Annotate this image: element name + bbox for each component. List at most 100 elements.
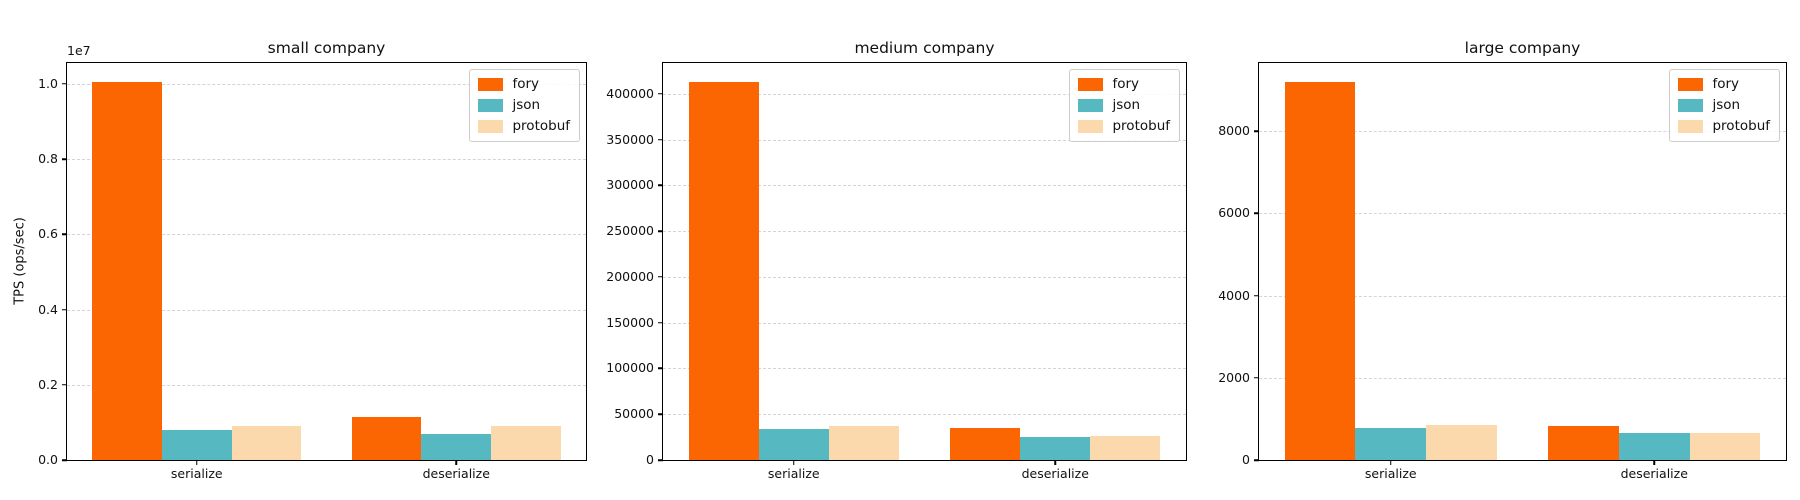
legend-entry: json xyxy=(478,97,570,113)
chart-medium-company: medium company 0 50000 100000 150000 200000 2… xyxy=(600,0,1200,500)
y-tick-mark xyxy=(658,459,663,461)
legend-label: json xyxy=(1712,96,1741,113)
chart-title: large company xyxy=(1464,39,1581,57)
bar-fory-serialize xyxy=(1284,81,1356,460)
bar-fory-deserialize xyxy=(950,427,1021,460)
bar-fory-deserialize xyxy=(1548,426,1619,460)
y-tick-mark xyxy=(1254,212,1259,215)
bar-protobuf-deserialize xyxy=(1689,433,1761,460)
gridline xyxy=(67,234,586,236)
gridline xyxy=(663,231,1186,233)
bar-json-deserialize xyxy=(1020,437,1091,460)
legend-swatch-protobuf xyxy=(1078,119,1104,133)
x-tick-mark xyxy=(1390,460,1392,465)
y-tick-mark xyxy=(658,138,663,141)
bar-protobuf-serialize xyxy=(1426,424,1497,460)
chart-title: small company xyxy=(267,39,386,57)
y-axis-offset-text: 1e7 xyxy=(67,43,91,58)
bar-protobuf-serialize xyxy=(231,425,302,460)
y-tick-label: 6000 xyxy=(1218,205,1250,221)
legend-entry: fory xyxy=(1078,77,1170,92)
legend: fory json protobuf xyxy=(1669,69,1780,142)
bar-json-serialize xyxy=(1355,427,1427,460)
x-tick-mark xyxy=(196,460,198,465)
legend-label: fory xyxy=(512,76,540,92)
legend-swatch-fory xyxy=(478,77,504,91)
y-tick-label: 50000 xyxy=(614,405,654,421)
gridline xyxy=(663,276,1186,278)
legend-label: protobuf xyxy=(1112,117,1170,134)
y-tick-mark xyxy=(62,233,67,236)
legend-swatch-json xyxy=(1678,98,1704,112)
legend-swatch-fory xyxy=(1678,77,1704,91)
legend-label: fory xyxy=(1112,76,1140,92)
y-tick-label: 200000 xyxy=(606,268,654,284)
y-tick-mark xyxy=(658,184,663,187)
y-tick-mark xyxy=(1254,294,1259,297)
y-tick-label: 0.6 xyxy=(38,226,58,242)
legend: fory json protobuf xyxy=(469,69,580,142)
x-tick-label: serialize xyxy=(767,466,820,481)
x-tick-mark xyxy=(1653,460,1655,465)
bar-protobuf-serialize xyxy=(828,426,899,460)
gridline xyxy=(663,93,1186,95)
y-tick-label: 0.4 xyxy=(38,301,58,317)
y-tick-mark xyxy=(658,367,663,370)
legend-swatch-json xyxy=(478,98,504,112)
gridline xyxy=(1259,377,1786,379)
y-tick-mark xyxy=(658,93,663,95)
y-tick-label: 0.2 xyxy=(38,376,58,392)
gridline xyxy=(663,185,1186,187)
y-tick-mark xyxy=(658,276,663,278)
bar-json-serialize xyxy=(161,430,232,460)
gridline xyxy=(663,368,1186,370)
legend-swatch-json xyxy=(1078,98,1104,112)
legend-entry: protobuf xyxy=(1678,117,1770,134)
gridline xyxy=(1259,131,1786,133)
y-tick-label: 300000 xyxy=(606,177,654,193)
gridline xyxy=(67,83,586,85)
legend-entry: json xyxy=(1678,96,1770,113)
y-tick-label: 100000 xyxy=(606,360,654,376)
y-tick-label: 400000 xyxy=(606,85,654,101)
y-tick-label: 0.8 xyxy=(38,150,58,166)
bar-fory-serialize xyxy=(92,81,162,460)
legend-label: fory xyxy=(1712,76,1740,92)
y-tick-label: 250000 xyxy=(606,222,654,238)
bar-protobuf-deserialize xyxy=(1090,436,1161,460)
y-tick-label: 0 xyxy=(1242,451,1250,467)
bar-protobuf-deserialize xyxy=(491,426,561,460)
legend-label: protobuf xyxy=(512,117,570,134)
y-tick-mark xyxy=(1254,459,1259,461)
legend-entry: protobuf xyxy=(1078,117,1170,134)
x-tick-label: deserialize xyxy=(1620,466,1688,481)
y-axis-label: TPS (ops/sec) xyxy=(12,217,28,305)
legend-entry: fory xyxy=(1678,77,1770,92)
gridline xyxy=(67,309,586,311)
gridline xyxy=(663,414,1186,416)
y-tick-mark xyxy=(62,308,67,311)
y-tick-mark xyxy=(658,413,663,415)
gridline xyxy=(1259,213,1786,215)
y-tick-mark xyxy=(658,230,663,232)
x-tick-label: deserialize xyxy=(422,466,490,481)
x-tick-mark xyxy=(793,460,795,465)
y-tick-label: 4000 xyxy=(1218,287,1250,303)
y-tick-mark xyxy=(62,83,67,85)
y-tick-label: 1.0 xyxy=(38,75,58,91)
legend-label: protobuf xyxy=(1712,117,1770,134)
y-tick-mark xyxy=(62,384,67,386)
y-tick-label: 8000 xyxy=(1218,122,1250,138)
legend-entry: json xyxy=(1078,97,1170,113)
bar-fory-deserialize xyxy=(351,417,422,460)
bar-json-serialize xyxy=(758,428,829,460)
x-tick-label: serialize xyxy=(170,466,223,481)
bar-json-deserialize xyxy=(1618,433,1690,460)
y-tick-label: 0.0 xyxy=(38,451,58,467)
chart-large-company: large company 0 2000 4000 6000 8000 serialize… xyxy=(1200,0,1800,500)
plot-area: 0.0 0.2 0.4 0.6 0.8 1.0 serialize deserialize fo… xyxy=(38,62,587,480)
plot-area: 0 50000 100000 150000 200000 250000 300000 3500… xyxy=(606,62,1187,480)
x-tick-mark xyxy=(1054,460,1056,465)
y-tick-label: 0 xyxy=(646,451,654,467)
legend-entry: fory xyxy=(478,77,570,92)
